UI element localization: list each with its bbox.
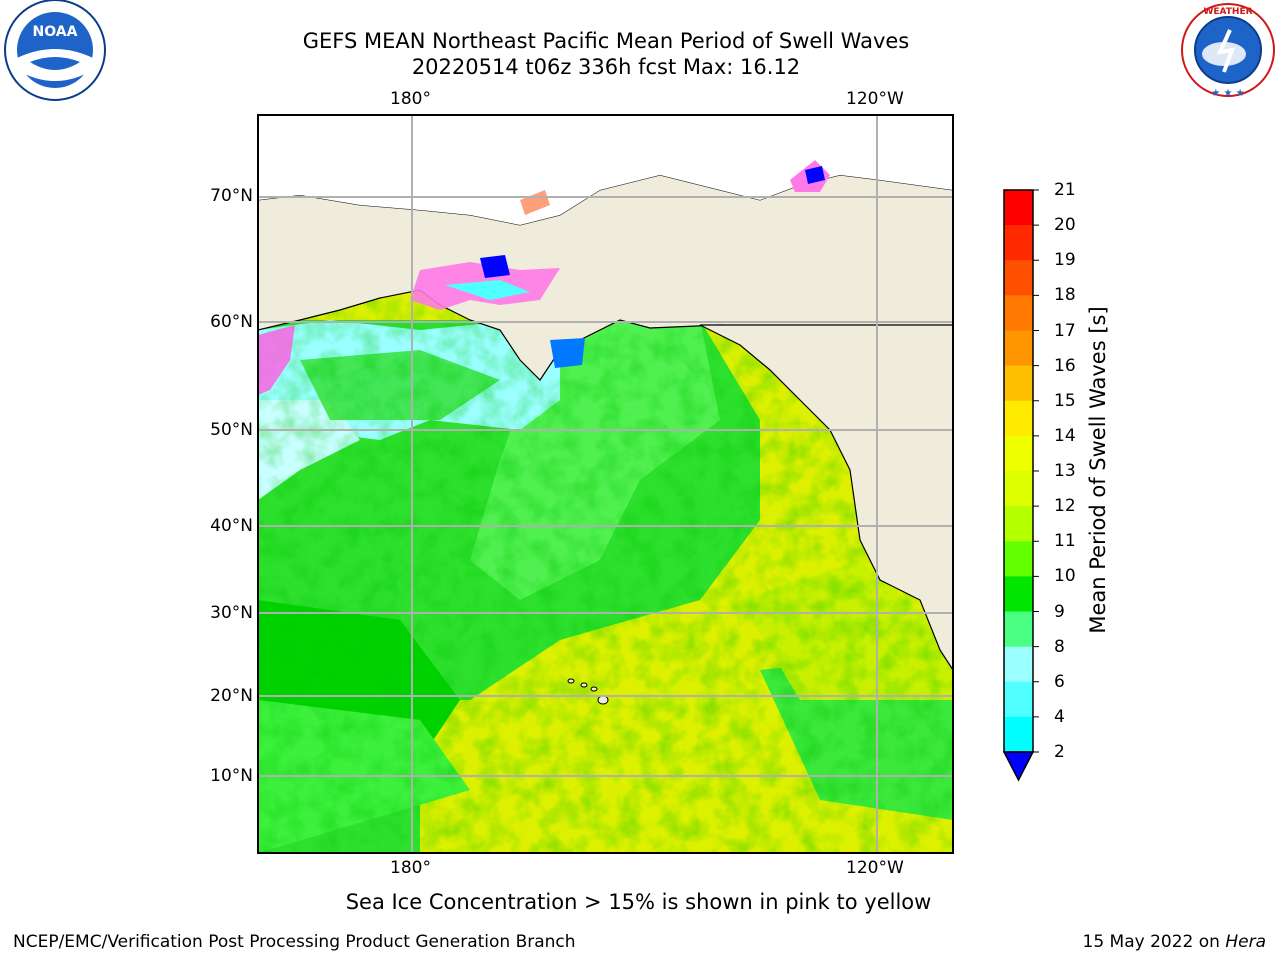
colorbar-swatch [1004, 506, 1033, 542]
colorbar-swatch [1004, 190, 1033, 226]
colorbar-tick-label: 8 [1054, 636, 1065, 657]
svg-text:WEATHER: WEATHER [1203, 7, 1252, 17]
colorbar-tick-label: 18 [1054, 285, 1076, 306]
colorbar-swatch [1004, 611, 1033, 648]
colorbar-swatch [1004, 260, 1033, 296]
noaa-logo-text: NOAA [33, 24, 78, 40]
lat-label: 30°N [210, 603, 253, 623]
plot-subtitle: 20220514 t06z 336h fcst Max: 16.12 [411, 55, 801, 79]
colorbar-swatch [1004, 716, 1033, 753]
colorbar-swatch [1004, 330, 1033, 367]
colorbar-swatch [1004, 541, 1033, 577]
nws-logo: WEATHER ★ ★ ★ [1181, 3, 1275, 99]
colorbar-tick-label: 20 [1054, 215, 1076, 236]
colorbar-tick-label: 12 [1054, 496, 1076, 517]
lat-label: 50°N [210, 420, 253, 440]
colorbar-tick-label: 10 [1054, 566, 1076, 587]
colorbar-tick-label: 11 [1054, 531, 1076, 552]
colorbar-swatch [1004, 576, 1033, 612]
colorbar-swatch [1004, 295, 1033, 331]
colorbar-title: Mean Period of Swell Waves [s] [1086, 306, 1110, 634]
colorbar-tick-label: 9 [1054, 601, 1065, 622]
map-frame [257, 114, 954, 854]
colorbar [1002, 189, 1039, 782]
colorbar-swatch [1004, 365, 1033, 402]
lon-label-top-120w: 120°W [846, 89, 904, 109]
colorbar-tick-label: 4 [1054, 706, 1065, 727]
footer-credit: NCEP/EMC/Verification Post Processing Pr… [13, 932, 576, 952]
colorbar-tick-label: 14 [1054, 425, 1076, 446]
footer-date: 15 May 2022 on Hera [1083, 932, 1267, 952]
colorbar-tick-label: 21 [1054, 180, 1076, 200]
colorbar-swatch [1004, 435, 1033, 472]
lat-label: 20°N [210, 686, 253, 706]
lon-label-top-180: 180° [390, 89, 431, 109]
lon-label-bottom-180: 180° [390, 858, 431, 878]
lat-label: 60°N [210, 312, 253, 332]
gridlines [258, 115, 953, 853]
colorbar-swatch [1004, 646, 1033, 683]
lat-label: 10°N [210, 766, 253, 786]
noaa-logo: NOAA [4, 0, 106, 101]
colorbar-tick-label: 15 [1054, 390, 1076, 411]
colorbar-tick-label: 19 [1054, 250, 1076, 271]
sea-ice-note: Sea Ice Concentration > 15% is shown in … [345, 890, 932, 914]
colorbar-swatch [1004, 225, 1033, 261]
colorbar-extend-arrow [1002, 751, 1035, 782]
colorbar-swatch [1004, 400, 1033, 437]
colorbar-swatch [1004, 681, 1033, 718]
colorbar-swatch [1004, 471, 1033, 507]
colorbar-tick-label: 17 [1054, 320, 1076, 341]
lat-label: 70°N [210, 186, 253, 206]
hawaii-islands [567, 678, 609, 705]
land-north-america [699, 324, 953, 672]
colorbar-tick-label: 16 [1054, 355, 1076, 376]
svg-text:★ ★ ★: ★ ★ ★ [1211, 88, 1244, 99]
lat-label: 40°N [210, 516, 253, 536]
footer-date-text: 15 May 2022 on [1082, 932, 1226, 952]
colorbar-tick-label: 6 [1054, 671, 1065, 692]
lon-label-bottom-120w: 120°W [846, 858, 904, 878]
plot-title: GEFS MEAN Northeast Pacific Mean Period … [302, 29, 910, 53]
colorbar-tick-label: 13 [1054, 461, 1076, 481]
colorbar-tick-label: 2 [1054, 742, 1065, 762]
footer-host: Hera [1225, 932, 1266, 952]
